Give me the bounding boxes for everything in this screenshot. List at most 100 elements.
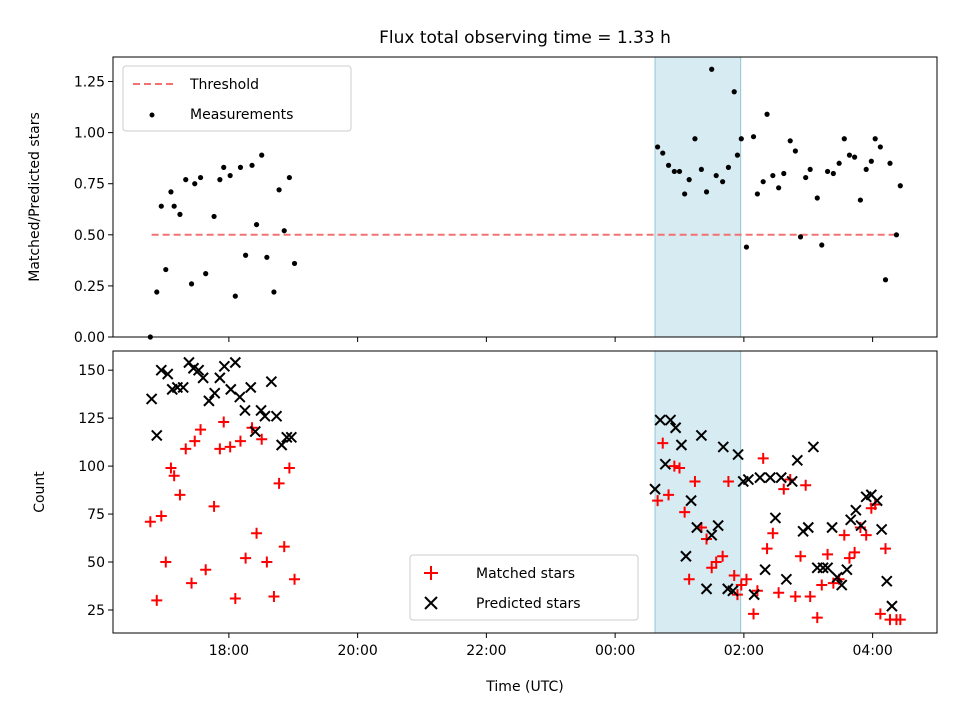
- measurement-point: [698, 166, 704, 173]
- matched-star-point: [757, 452, 769, 464]
- matched-star-point: [195, 424, 207, 436]
- measurement-point: [227, 172, 233, 179]
- predicted-star-point: [764, 471, 776, 484]
- top-legend-box: [122, 65, 352, 132]
- predicted-star-point: [209, 387, 221, 399]
- top-y-tick-label: 0.25: [74, 279, 105, 295]
- matched-star-point: [710, 556, 722, 568]
- measurement-point: [882, 277, 889, 283]
- matched-star-point: [251, 527, 263, 539]
- measurements-legend-label: Measurements: [190, 107, 293, 123]
- measurement-point: [264, 254, 270, 260]
- predicted-star-point: [871, 494, 883, 507]
- top-axes-frame: [112, 56, 938, 338]
- predicted-star-point: [775, 471, 787, 484]
- top-y-tick-label: 0.00: [74, 330, 105, 346]
- predicted-star-point: [669, 422, 682, 434]
- measurement-point: [764, 111, 770, 117]
- predicted-star-point: [259, 410, 271, 422]
- predicted-star-point: [732, 448, 744, 461]
- predicted-star-point: [700, 583, 713, 595]
- bottom-legend-box: [409, 554, 639, 621]
- bottom-axes-frame: [112, 350, 938, 634]
- predicted-star-point: [717, 441, 729, 453]
- measurement-point: [887, 160, 893, 166]
- predicted-star-point: [831, 571, 843, 584]
- measurement-point: [665, 162, 672, 168]
- matched-star-point: [860, 529, 872, 541]
- measurement-point: [743, 244, 750, 250]
- predicted-star-point: [705, 529, 718, 541]
- measurement-point: [787, 138, 793, 144]
- matched-star-point: [827, 577, 839, 589]
- matched-star-point: [234, 435, 246, 447]
- x-tick-label: 18:00: [209, 643, 249, 659]
- matched-star-point: [773, 587, 785, 599]
- measurement-point: [836, 160, 842, 166]
- top-y-tick-label: 1.25: [74, 75, 105, 91]
- matched-star-point: [144, 516, 156, 528]
- matched-star-point: [160, 556, 172, 568]
- matched-star-point: [278, 541, 290, 553]
- predicted-star-point: [754, 471, 766, 484]
- matched-star-point: [652, 495, 664, 507]
- predicted-star-point: [826, 521, 838, 534]
- bottom-y-axis-label: Count: [32, 471, 48, 513]
- measurement-point: [281, 228, 287, 234]
- predicted-star-point: [786, 475, 798, 488]
- measurement-point: [872, 136, 878, 142]
- matched-star-point: [816, 579, 828, 591]
- measurement-point: [259, 152, 265, 158]
- predicted-star-point: [234, 391, 246, 403]
- measurement-point: [286, 174, 292, 181]
- measurement-point: [671, 168, 677, 175]
- chart-title: Flux total observing time = 1.33 h: [379, 28, 671, 48]
- top-shaded-interval: [654, 56, 742, 338]
- measurement-point: [692, 136, 698, 142]
- measurement-point: [770, 172, 776, 179]
- matched-star-point: [268, 591, 280, 603]
- predicted-star-point: [712, 519, 724, 532]
- predicted-star-point: [817, 562, 829, 574]
- measurement-point: [841, 136, 847, 142]
- bottom-legend: Matched stars Predicted stars: [409, 554, 639, 621]
- predicted-star-point: [675, 439, 688, 451]
- predicted-star-point: [162, 368, 174, 380]
- measurement-point: [754, 191, 760, 197]
- predicted-star-point: [281, 431, 293, 444]
- predicted-star-point: [802, 521, 814, 534]
- measurement-point: [852, 154, 858, 160]
- matched-star-point: [869, 498, 881, 510]
- predicted-star-point: [151, 429, 163, 442]
- matched-star-point: [717, 550, 729, 562]
- matched-star-point: [214, 443, 226, 455]
- top-legend: Threshold Measurements: [122, 65, 352, 132]
- matched-star-point: [165, 462, 177, 474]
- predicted-star-point: [759, 563, 771, 576]
- predicted-star-point: [875, 523, 888, 536]
- matched-star-point: [838, 529, 850, 541]
- top-measurements-series: [147, 66, 903, 340]
- matched-star-point: [155, 510, 167, 522]
- measurement-point: [291, 260, 298, 267]
- predicted-star-point: [225, 383, 237, 396]
- matched-star-point: [735, 579, 747, 591]
- matched-star-point: [880, 543, 891, 555]
- measurement-point: [203, 271, 209, 277]
- predicted-star-point: [229, 356, 242, 369]
- matched-star-point: [168, 470, 180, 482]
- matched-star-point: [778, 483, 790, 495]
- measurement-point: [797, 234, 804, 240]
- measurement-point: [188, 281, 195, 287]
- bottom-y-tick-label: 50: [87, 555, 105, 571]
- matched-star-point: [224, 441, 236, 453]
- predicted-star-point: [780, 573, 793, 585]
- measurement-point: [676, 168, 683, 175]
- measurement-point: [192, 181, 198, 187]
- matched-star-point: [843, 552, 855, 564]
- measurement-point: [893, 232, 900, 238]
- measurement-point: [197, 174, 204, 181]
- measurement-point: [703, 189, 710, 195]
- predicted-legend-label: Predicted stars: [476, 596, 581, 612]
- measurement-point: [824, 168, 831, 175]
